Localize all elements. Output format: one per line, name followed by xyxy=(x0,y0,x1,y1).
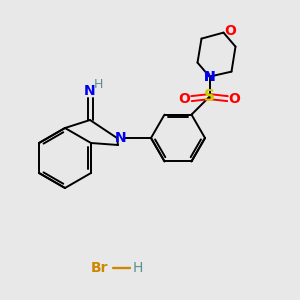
Text: O: O xyxy=(178,92,190,106)
Text: O: O xyxy=(229,92,240,106)
Text: O: O xyxy=(225,24,236,38)
Text: N: N xyxy=(84,84,96,98)
Text: N: N xyxy=(204,70,215,84)
Text: N: N xyxy=(115,131,127,145)
Text: H: H xyxy=(133,261,143,275)
Text: H: H xyxy=(93,77,103,91)
Text: N: N xyxy=(204,70,215,84)
Text: Br: Br xyxy=(91,261,109,275)
Text: S: S xyxy=(204,89,215,104)
